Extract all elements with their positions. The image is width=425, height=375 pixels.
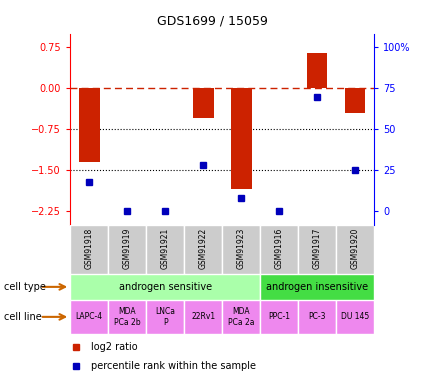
Text: GSM91921: GSM91921 [161,227,170,268]
Bar [70,225,108,274]
Bar [70,274,260,300]
Text: LAPC-4: LAPC-4 [76,312,103,321]
Text: GSM91920: GSM91920 [351,227,360,269]
Text: androgen sensitive: androgen sensitive [119,282,212,292]
Bar [222,225,260,274]
Text: androgen insensitive: androgen insensitive [266,282,368,292]
Text: LNCa
P: LNCa P [155,307,175,327]
Bar [336,300,374,334]
Bar [231,88,252,189]
Text: percentile rank within the sample: percentile rank within the sample [91,361,256,370]
Bar [222,300,260,334]
Bar [306,53,328,88]
Text: MDA
PCa 2b: MDA PCa 2b [114,307,140,327]
Text: GSM91916: GSM91916 [275,227,283,269]
Text: GSM91918: GSM91918 [85,227,94,268]
Bar [345,88,366,113]
Text: cell type: cell type [4,282,46,292]
Bar [260,274,374,300]
Bar [108,300,146,334]
Bar [184,300,222,334]
Bar [70,300,108,334]
Text: 22Rv1: 22Rv1 [191,312,215,321]
Bar [260,225,298,274]
Text: cell line: cell line [4,312,42,322]
Bar [146,300,184,334]
Text: MDA
PCa 2a: MDA PCa 2a [228,307,254,327]
Text: PPC-1: PPC-1 [268,312,290,321]
Text: GSM91919: GSM91919 [122,227,132,269]
Bar [298,300,336,334]
Text: log2 ratio: log2 ratio [91,342,138,352]
Bar [336,225,374,274]
Bar [79,88,99,162]
Bar [193,88,213,118]
Text: PC-3: PC-3 [308,312,326,321]
Text: GSM91917: GSM91917 [312,227,322,269]
Bar [184,225,222,274]
Bar [260,300,298,334]
Text: DU 145: DU 145 [341,312,369,321]
Bar [108,225,146,274]
Text: GDS1699 / 15059: GDS1699 / 15059 [157,15,268,28]
Text: GSM91923: GSM91923 [237,227,246,269]
Bar [146,225,184,274]
Bar [298,225,336,274]
Text: GSM91922: GSM91922 [198,227,207,268]
